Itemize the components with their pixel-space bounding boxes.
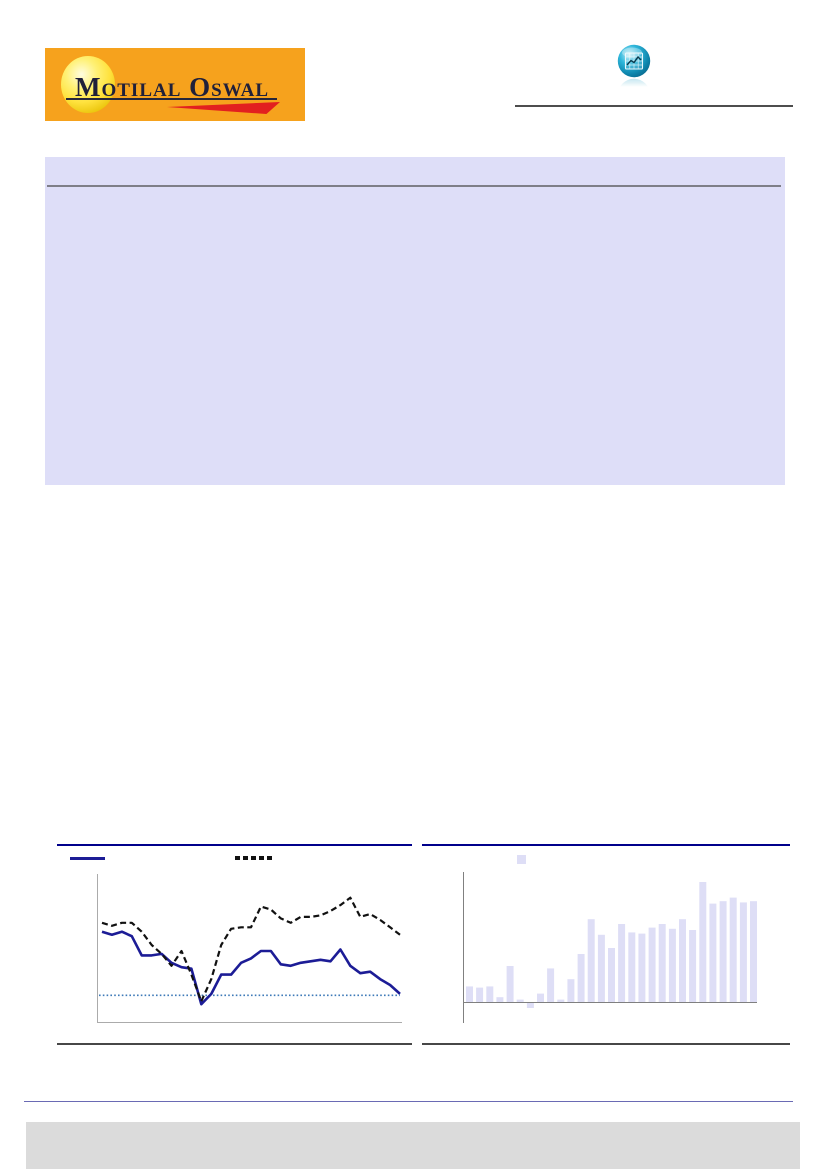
legend-bar-swatch [517,855,526,864]
motilal-oswal-logo: Motilal Oswal [45,48,305,121]
line-chart [97,874,402,1023]
logo-yellow-sphere [61,56,115,113]
header-divider [515,105,793,107]
chart-globe-icon [617,44,651,78]
footer-band [26,1122,800,1169]
logo-red-swoosh [167,102,280,114]
logo-underline [66,98,277,100]
logo-brand-text: Motilal Oswal [75,72,270,102]
line-chart-bottom-rule [57,1043,412,1045]
bar-chart [463,872,757,1023]
legend-dashed-line-swatch [235,856,273,860]
legend-solid-line-swatch [70,857,105,860]
summary-box [45,157,785,485]
bar-chart-top-rule [422,844,790,846]
bar-chart-bottom-rule [422,1043,790,1045]
line-chart-top-rule [57,844,412,846]
chart-globe-icon-reflection [617,78,651,112]
footer-divider [24,1101,793,1102]
summary-divider [47,185,781,187]
